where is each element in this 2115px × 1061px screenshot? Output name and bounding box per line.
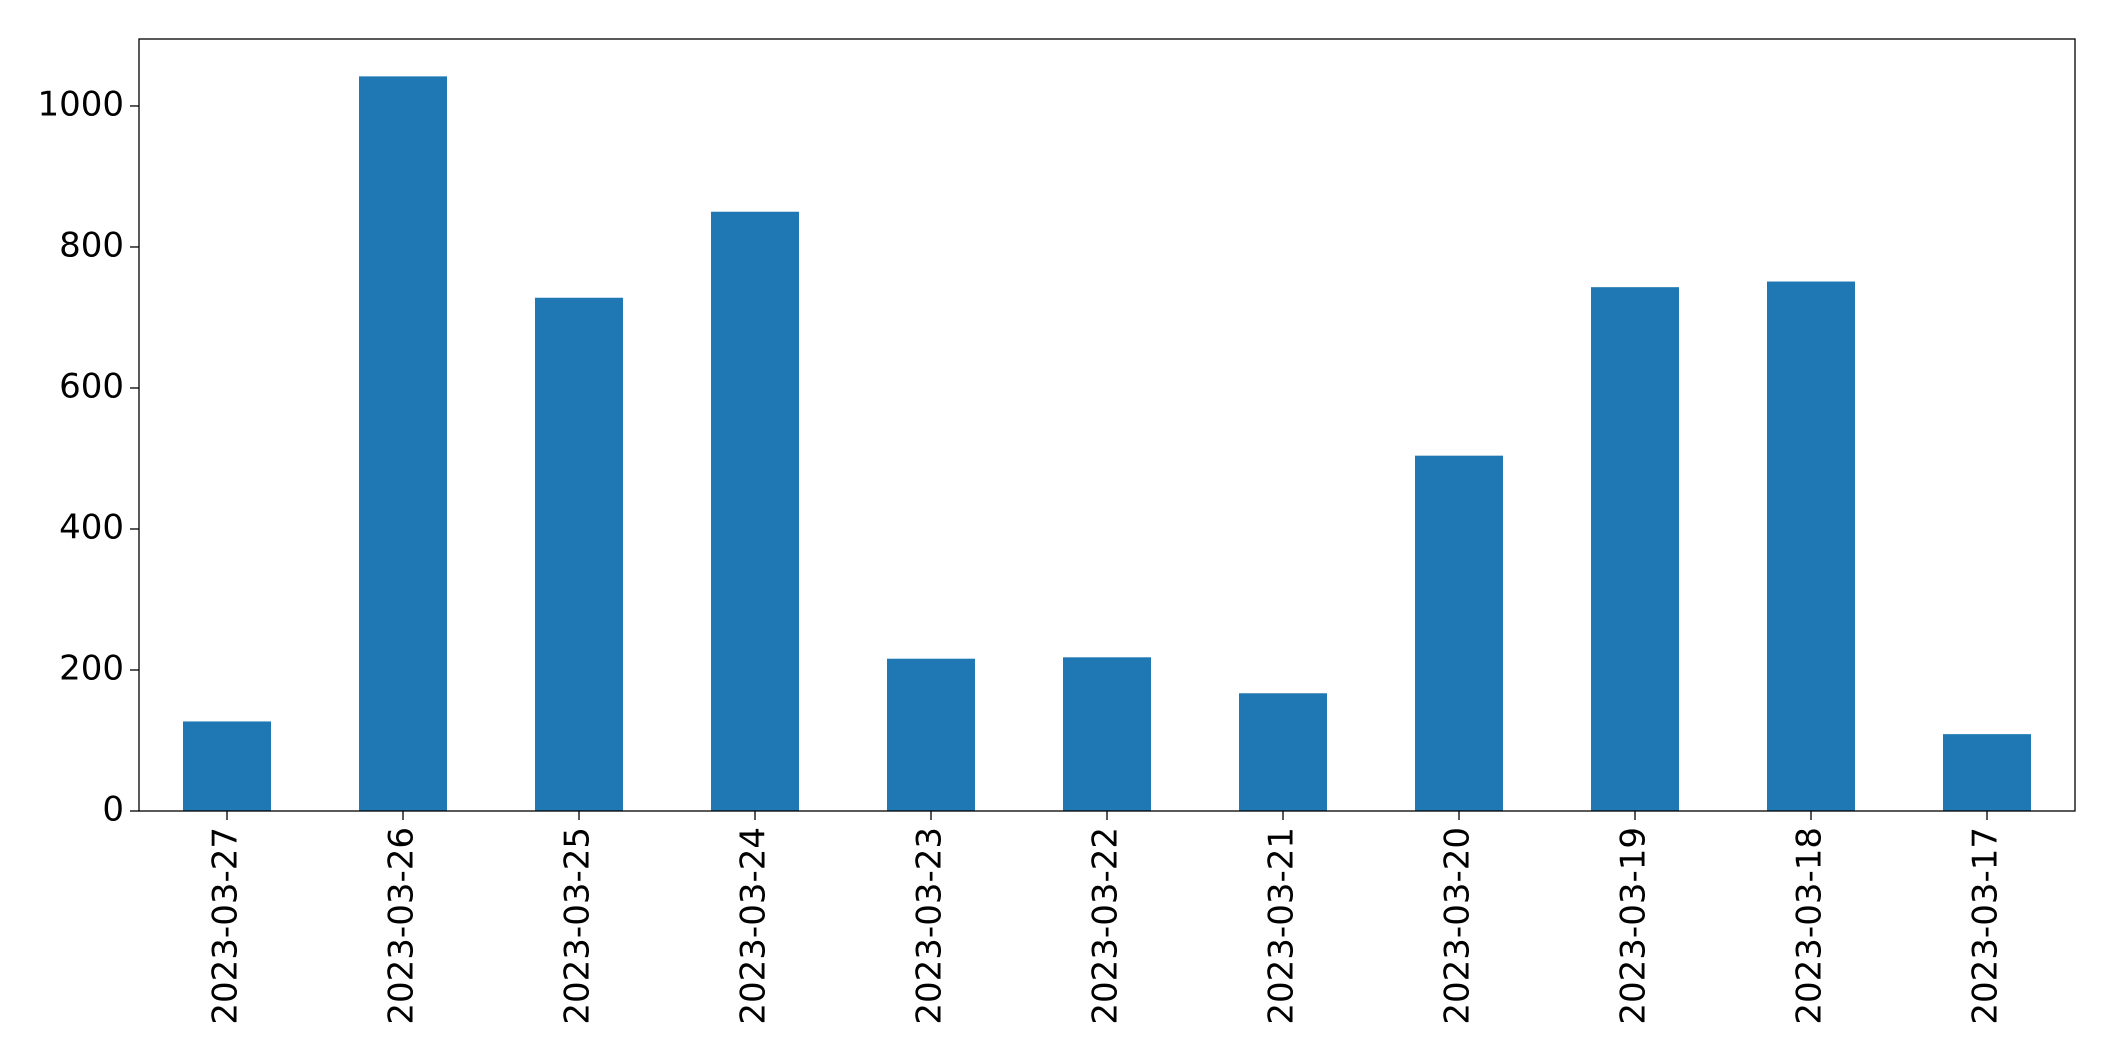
plot-frame bbox=[138, 38, 2076, 812]
x-tick-label: 2023-03-25 bbox=[558, 827, 598, 1025]
y-tick-label: 600 bbox=[59, 366, 124, 406]
bar bbox=[1943, 734, 2031, 811]
y-tick-label: 800 bbox=[59, 225, 124, 265]
bar bbox=[1239, 693, 1327, 811]
bar bbox=[359, 76, 447, 811]
bar bbox=[1591, 287, 1679, 811]
y-tick-label: 400 bbox=[59, 507, 124, 547]
x-tick-label: 2023-03-23 bbox=[910, 827, 950, 1025]
x-tick-label: 2023-03-24 bbox=[734, 827, 774, 1025]
y-tick-label: 0 bbox=[102, 790, 124, 830]
x-tick-label: 2023-03-18 bbox=[1790, 827, 1830, 1025]
bar bbox=[1415, 455, 1503, 811]
x-tick-label: 2023-03-19 bbox=[1614, 827, 1654, 1025]
x-tick-label: 2023-03-27 bbox=[206, 827, 246, 1025]
bar bbox=[1767, 281, 1855, 812]
x-tick-label: 2023-03-26 bbox=[382, 827, 422, 1025]
y-tick-label: 1000 bbox=[37, 84, 124, 124]
bar bbox=[535, 297, 623, 811]
x-tick-label: 2023-03-17 bbox=[1966, 827, 2006, 1025]
bar bbox=[1063, 657, 1151, 811]
bar bbox=[711, 211, 799, 811]
x-tick-label: 2023-03-21 bbox=[1262, 827, 1302, 1025]
x-tick-label: 2023-03-22 bbox=[1086, 827, 1126, 1025]
bar bbox=[183, 721, 271, 811]
x-tick-label: 2023-03-20 bbox=[1438, 827, 1478, 1025]
y-tick-label: 200 bbox=[59, 648, 124, 688]
bar bbox=[887, 658, 975, 811]
